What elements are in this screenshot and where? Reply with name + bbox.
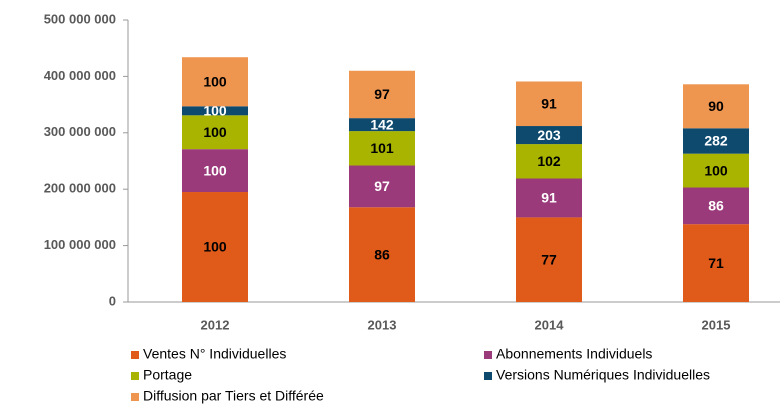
- bar-segment: [683, 84, 749, 129]
- bar-segment: [683, 187, 749, 225]
- bar-label: 100: [203, 124, 227, 140]
- y-tick-label: 400 000 000: [44, 68, 116, 83]
- bar-label: 97: [374, 178, 390, 194]
- y-tick-label: 100 000 000: [44, 237, 116, 252]
- y-tick-label: 200 000 000: [44, 181, 116, 196]
- x-tick-label: 2013: [368, 317, 397, 332]
- bar-segment: [182, 57, 248, 107]
- x-tick-label: 2015: [702, 317, 731, 332]
- bar-label: 91: [541, 190, 557, 206]
- bar-segment: [349, 131, 415, 166]
- bar-label: 91: [541, 95, 557, 111]
- legend-label: Portage: [143, 367, 192, 383]
- bar-label: 100: [203, 103, 227, 119]
- bar-segment: [516, 81, 582, 127]
- bar-segment: [516, 217, 582, 302]
- bar-label: 97: [374, 86, 390, 102]
- bar-label: 100: [203, 239, 227, 255]
- bar-label: 100: [704, 162, 728, 178]
- legend-swatch: [484, 372, 492, 380]
- bar-segment: [349, 207, 415, 302]
- x-tick-label: 2014: [535, 317, 565, 332]
- bar-segment: [182, 192, 248, 302]
- bar-label: 203: [537, 127, 561, 143]
- legend-swatch: [131, 393, 139, 401]
- bar-label: 71: [708, 255, 724, 271]
- legend-label: Abonnements Individuels: [496, 346, 652, 362]
- y-tick-label: 300 000 000: [44, 124, 116, 139]
- bar-segment: [182, 106, 248, 116]
- y-tick-label: 0: [109, 293, 116, 308]
- bar-label: 86: [374, 246, 390, 262]
- legend-label: Versions Numériques Individuelles: [496, 367, 710, 383]
- x-tick-label: 2012: [201, 317, 230, 332]
- bar-label: 90: [708, 98, 724, 114]
- bar-segment: [182, 115, 248, 150]
- bar-label: 77: [541, 251, 557, 267]
- bar-segment: [683, 153, 749, 188]
- bar-segment: [349, 165, 415, 208]
- bar-segment: [516, 126, 582, 145]
- bar-segment: [516, 178, 582, 218]
- bar-segment: [182, 149, 248, 193]
- bar-label: 142: [370, 116, 394, 132]
- bar-label: 282: [704, 133, 728, 149]
- bar-label: 100: [203, 162, 227, 178]
- bar-segment: [683, 224, 749, 302]
- bar-segment: [683, 128, 749, 154]
- bar-label: 101: [370, 140, 394, 156]
- y-tick-label: 500 000 000: [44, 11, 116, 26]
- legend-swatch: [131, 351, 139, 359]
- legend-label: Ventes N° Individuelles: [143, 346, 286, 362]
- legend-label: Diffusion par Tiers et Différée: [143, 388, 324, 404]
- bar-segment: [349, 118, 415, 132]
- bar-label: 100: [203, 73, 227, 89]
- bar-label: 86: [708, 198, 724, 214]
- legend-swatch: [131, 372, 139, 380]
- bar-segment: [516, 144, 582, 179]
- bar-segment: [349, 70, 415, 119]
- bar-label: 102: [537, 153, 561, 169]
- legend-swatch: [484, 351, 492, 359]
